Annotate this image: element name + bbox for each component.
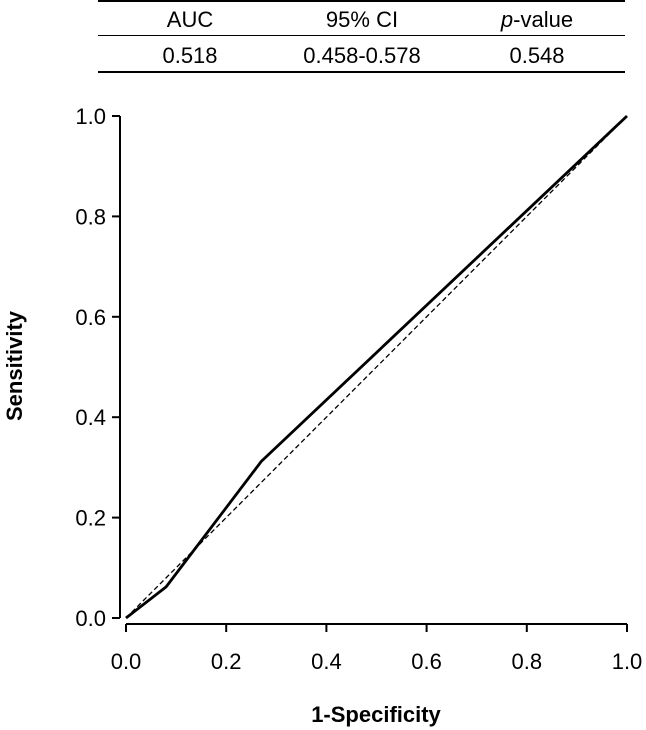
y-axis: 0.0 0.2 0.4 0.6 0.8 1.0: [75, 104, 121, 631]
x-axis-label: 1-Specificity: [311, 702, 441, 727]
header-label: AUC: [166, 7, 214, 32]
y-tick-label: 0.8: [75, 204, 106, 229]
x-tick-label: 0.6: [411, 649, 442, 674]
table-value-ci: 0.458-0.578: [303, 43, 421, 68]
header-label: 95% CI: [325, 7, 399, 32]
table-header-ci: 95% CI: [274, 7, 450, 33]
y-tick-label: 1.0: [75, 104, 106, 129]
reference-diagonal-line: [125, 115, 628, 619]
y-tick-label: 0.2: [75, 506, 106, 531]
y-tick-label: 0.0: [75, 606, 106, 631]
x-tick-label: 0.8: [512, 649, 543, 674]
table-header-auc: AUC: [102, 7, 278, 33]
x-axis: 0.0 0.2 0.4 0.6 0.8 1.0: [111, 623, 643, 674]
header-italic-part: p: [500, 7, 514, 32]
table-bottom-rule: [98, 71, 625, 73]
x-tick-label: 0.2: [211, 649, 242, 674]
stats-table: AUC 95% CI p-value 0.518 0.458-0.578 0.5…: [98, 0, 625, 73]
x-tick-label: 1.0: [612, 649, 643, 674]
header-label: -value: [513, 7, 574, 32]
table-value-auc: 0.518: [162, 43, 218, 68]
series-layer: [125, 114, 628, 620]
table-header-p-value: p-value: [449, 7, 625, 33]
table-top-rule: [98, 0, 625, 2]
y-tick-label: 0.6: [75, 305, 106, 330]
y-axis-label: Sensitivity: [2, 310, 27, 421]
table-mid-rule: [98, 35, 625, 36]
table-value-p-value: 0.548: [509, 43, 565, 68]
roc-curve-line: [125, 114, 628, 620]
y-tick-label: 0.4: [75, 405, 106, 430]
x-tick-label: 0.0: [111, 649, 142, 674]
x-tick-label: 0.4: [311, 649, 342, 674]
